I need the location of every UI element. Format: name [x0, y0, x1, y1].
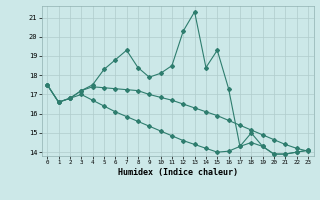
X-axis label: Humidex (Indice chaleur): Humidex (Indice chaleur) — [118, 168, 237, 177]
